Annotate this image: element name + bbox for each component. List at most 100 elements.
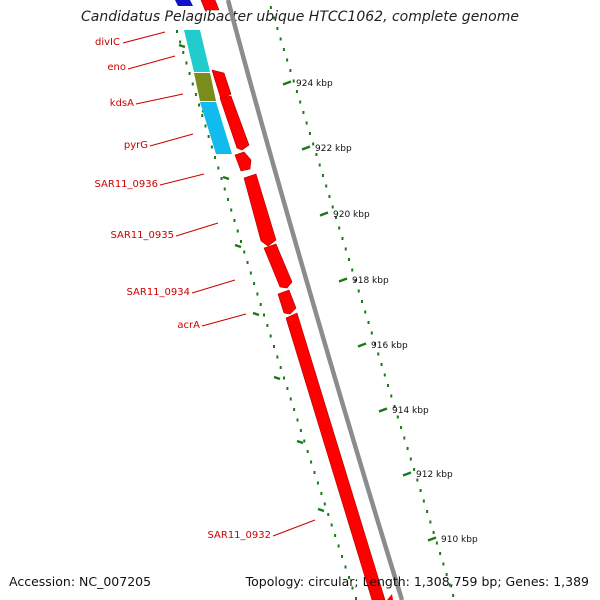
gene-arrow: [277, 289, 297, 315]
gene-label: SAR11_0935: [111, 230, 175, 241]
ruler-major-tick: [338, 277, 348, 283]
inner-ruler-dot: [351, 586, 354, 590]
genome-summary-text: Topology: circular; Length: 1,308,759 bp…: [245, 574, 589, 589]
gene-label-leader: [149, 133, 194, 147]
ruler-dot: [452, 594, 455, 597]
inner-ruler-dot: [233, 219, 236, 222]
gene-label: SAR11_0934: [127, 287, 191, 298]
inner-ruler-dot: [259, 303, 262, 306]
ruler-dot: [416, 478, 419, 482]
gene-label-leader: [272, 519, 316, 537]
inner-ruler-dot: [348, 576, 351, 579]
ruler-dot: [422, 499, 425, 503]
ruler-dot: [419, 489, 422, 492]
ruler-dot: [357, 289, 360, 293]
gene-arrow: [234, 151, 252, 172]
accession-text: Accession: NC_007205: [9, 574, 152, 589]
inner-ruler-dot: [194, 93, 197, 96]
ruler-dot: [269, 6, 272, 9]
inner-ruler-dot: [337, 544, 340, 548]
inner-ruler-dot: [276, 355, 279, 359]
ruler-dot: [295, 90, 298, 93]
ruler-dot: [292, 79, 295, 83]
gene-label: kdsA: [110, 98, 134, 109]
cog-block-olive: [194, 73, 216, 101]
inner-ruler-dot: [204, 124, 207, 128]
ruler-dot: [344, 247, 347, 251]
ruler-dot: [432, 531, 435, 534]
ruler-dot: [354, 279, 357, 282]
inner-ruler-dot: [279, 366, 282, 369]
inner-ruler-dot: [327, 513, 330, 516]
inner-ruler-dot: [355, 597, 358, 600]
inner-ruler-tick: [317, 507, 325, 513]
inner-ruler-dot: [226, 198, 229, 201]
ruler-major-tick: [301, 145, 311, 151]
ruler-dot: [341, 237, 344, 240]
cog-block-teal: [184, 30, 210, 72]
inner-ruler-dot: [269, 334, 272, 338]
ruler-dot: [403, 436, 406, 440]
ruler-label: 922 kbp: [315, 144, 352, 154]
inner-ruler-dot: [299, 429, 302, 432]
gene-label-leader: [201, 313, 247, 327]
gene-arrow: [387, 594, 393, 600]
inner-ruler-tick: [296, 439, 304, 445]
inner-ruler-dot: [293, 408, 296, 411]
inner-ruler-tick: [252, 311, 260, 317]
ruler-dot: [315, 153, 318, 156]
inner-ruler-dot: [239, 240, 242, 243]
gene-arrow: [243, 173, 277, 247]
ruler-dot: [351, 268, 354, 272]
ruler-dot: [325, 184, 328, 188]
ruler-dot: [273, 16, 276, 20]
inner-ruler-dot: [320, 492, 323, 495]
ruler-dot: [279, 37, 282, 41]
ruler-major-tick: [319, 211, 329, 217]
inner-ruler-dot: [185, 61, 188, 65]
ruler-dot: [361, 300, 363, 303]
inner-ruler-dot: [246, 261, 249, 264]
inner-ruler-dot: [310, 460, 313, 464]
ruler-dot: [435, 541, 438, 545]
inner-ruler-dot: [220, 177, 223, 180]
ruler-dot: [328, 195, 331, 198]
inner-ruler-dot: [230, 208, 233, 212]
ruler-major-tick: [357, 342, 367, 348]
gene-track: [200, 0, 393, 600]
ruler-label: 910 kbp: [441, 535, 478, 545]
inner-ruler-dot: [289, 397, 292, 401]
gene-label: divIC: [95, 37, 120, 48]
ruler-dot: [321, 174, 324, 177]
ruler-dot: [347, 258, 350, 261]
ruler-dot: [426, 510, 429, 513]
ruler-dot: [308, 132, 311, 135]
gene-label-leader: [127, 55, 176, 70]
ruler-dot: [334, 216, 337, 219]
ruler-dot: [312, 142, 315, 146]
ruler-dot: [448, 583, 451, 587]
inner-ruler-dot: [191, 82, 194, 86]
inner-ruler-dot: [176, 30, 178, 33]
ruler-dot: [406, 447, 409, 450]
gene-label: acrA: [177, 320, 200, 331]
gene-label: pyrG: [124, 140, 148, 151]
inner-ruler-dot: [303, 439, 306, 443]
gene-label-leader: [159, 173, 205, 186]
ruler-dot: [367, 321, 370, 324]
ruler-dot: [289, 69, 292, 72]
ruler-label: 912 kbp: [416, 470, 453, 480]
gene-label-leader: [191, 279, 236, 294]
ruler-dot: [429, 520, 432, 524]
gene-arrow: [219, 95, 250, 151]
ruler-dot: [299, 100, 302, 104]
ruler-dot: [442, 562, 445, 566]
ruler-major-tick: [427, 536, 437, 542]
inner-ruler-dot: [201, 114, 204, 117]
ruler-label: 920 kbp: [333, 210, 370, 220]
ruler-label: 918 kbp: [352, 276, 389, 286]
ruler-dot: [276, 27, 279, 30]
ruler-dot: [396, 415, 399, 419]
inner-ruler-dot: [217, 166, 220, 170]
